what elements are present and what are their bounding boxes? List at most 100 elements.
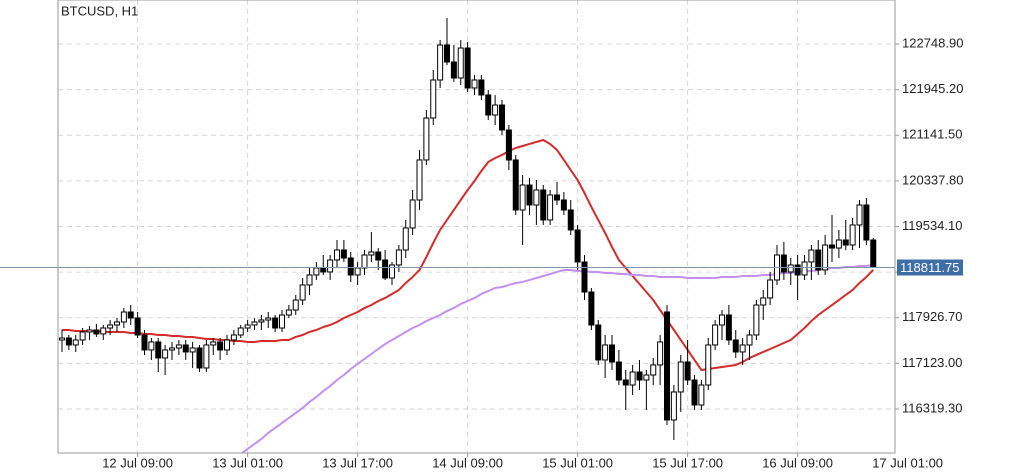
candle-body xyxy=(705,344,712,386)
candle-body xyxy=(650,364,657,376)
candle-body xyxy=(72,339,79,346)
candle-body xyxy=(224,339,230,351)
candle-body xyxy=(808,249,815,263)
candle-layer xyxy=(59,17,877,441)
grid-layer xyxy=(58,0,895,453)
price-label-box xyxy=(897,259,963,276)
candle-body xyxy=(753,304,760,336)
candle-body xyxy=(395,249,402,266)
axis-layer: 122748.90 121945.20 121141.50 120337.80 1195… xyxy=(0,35,963,470)
candle-body xyxy=(719,314,725,326)
candle-body xyxy=(114,321,120,326)
candle-body xyxy=(856,204,863,226)
candle-body xyxy=(519,184,526,211)
candle-body xyxy=(615,361,622,381)
candle-body xyxy=(409,199,416,229)
candle-body xyxy=(835,239,842,249)
x-tick-label: 17 Jul 01:00 xyxy=(872,455,943,470)
candle-body xyxy=(677,361,684,393)
moving-average-line xyxy=(240,264,874,453)
y-tick-label: 122748.90 xyxy=(902,35,963,50)
candle-body xyxy=(512,159,519,211)
candle-body xyxy=(65,337,72,346)
candle-body xyxy=(574,229,581,263)
price-label: 118811.75 xyxy=(900,260,960,275)
y-tick-label: 119534.10 xyxy=(902,218,963,233)
candle-body xyxy=(120,311,127,323)
candle-body xyxy=(787,264,794,273)
candle-body xyxy=(107,324,114,329)
candle-body xyxy=(870,239,877,268)
candle-body xyxy=(306,274,313,286)
overlay-layer xyxy=(62,138,874,453)
candle-body xyxy=(340,249,347,259)
candle-body xyxy=(526,184,533,206)
chart-title: BTCUSD, H1 xyxy=(61,3,138,18)
candle-body xyxy=(829,244,835,249)
candle-body xyxy=(863,204,870,241)
candle-body xyxy=(643,374,650,381)
candle-body xyxy=(354,267,361,276)
candle-body xyxy=(127,311,134,319)
candle-body xyxy=(203,344,210,369)
candle-body xyxy=(822,244,829,271)
candle-body xyxy=(299,284,306,301)
candle-body xyxy=(622,379,629,386)
candle-body xyxy=(450,61,457,79)
candle-body xyxy=(849,224,856,246)
candle-body xyxy=(691,379,698,406)
candle-body xyxy=(258,319,265,323)
candle-body xyxy=(169,347,175,351)
candle-body xyxy=(59,337,65,341)
candle-body xyxy=(265,317,272,321)
y-tick-label: 117926.70 xyxy=(902,309,963,324)
candle-body xyxy=(423,117,430,161)
candle-body xyxy=(368,251,375,256)
candle-body xyxy=(767,279,774,299)
candle-body xyxy=(540,189,547,221)
candle-body xyxy=(279,314,285,329)
y-tick-label: 121945.20 xyxy=(902,81,963,96)
candle-body xyxy=(416,159,423,201)
candle-body xyxy=(230,334,237,341)
candle-body xyxy=(698,384,705,406)
x-tick-label: 13 Jul 17:00 xyxy=(322,455,393,470)
candle-body xyxy=(100,327,107,335)
x-tick-label: 15 Jul 01:00 xyxy=(542,455,613,470)
candle-body xyxy=(430,79,437,119)
candle-body xyxy=(285,309,292,316)
candle-body xyxy=(780,254,787,273)
candle-body xyxy=(595,324,602,361)
candle-body xyxy=(244,324,251,329)
candle-body xyxy=(437,44,444,81)
candle-body xyxy=(732,339,739,353)
candle-body xyxy=(657,341,664,366)
candle-body xyxy=(210,341,217,346)
candle-body xyxy=(602,344,609,361)
y-tick-label: 120337.80 xyxy=(902,172,963,187)
candle-body xyxy=(320,267,327,273)
plot-frame xyxy=(57,0,896,454)
candle-body xyxy=(361,254,368,269)
candle-body xyxy=(794,264,801,276)
candle-body xyxy=(636,371,643,381)
candle-body xyxy=(712,324,719,346)
candle-body xyxy=(334,249,340,261)
candle-body xyxy=(684,361,691,381)
candle-body xyxy=(588,291,595,326)
candle-body xyxy=(815,249,822,271)
candle-body xyxy=(560,199,567,211)
candle-body xyxy=(134,317,141,336)
candle-body xyxy=(141,334,148,351)
candle-body xyxy=(237,327,244,336)
moving-average-line xyxy=(62,138,874,372)
candle-body xyxy=(739,344,746,353)
candle-body xyxy=(182,344,189,353)
candle-body xyxy=(79,331,86,341)
candle-body xyxy=(272,317,279,329)
candle-body xyxy=(664,311,670,421)
y-tick-label: 116319.30 xyxy=(902,400,963,415)
candle-body xyxy=(464,47,471,89)
candle-body xyxy=(478,79,485,96)
